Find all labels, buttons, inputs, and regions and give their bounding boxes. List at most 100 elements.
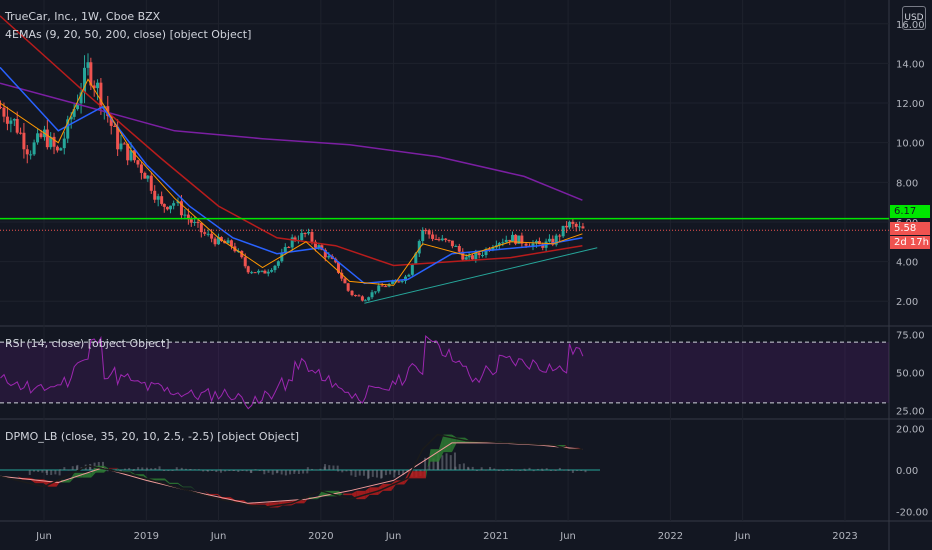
candle-body: [534, 241, 538, 244]
dpmo-histogram-bar: [453, 452, 456, 470]
candle-body: [126, 143, 130, 161]
candle-body: [189, 219, 193, 223]
candle-body: [89, 62, 93, 86]
dpmo-cloud-segment: [121, 471, 131, 473]
candle-body: [407, 274, 411, 277]
candle-body: [434, 238, 438, 240]
dpmo-histogram-bar: [233, 469, 236, 471]
dpmo-histogram-bar: [584, 470, 587, 473]
dpmo-cloud-segment: [117, 467, 122, 473]
candle-body: [370, 292, 374, 298]
candle-body: [55, 146, 59, 151]
dpmo-histogram-bar: [115, 469, 118, 471]
candle-body: [62, 138, 66, 149]
rsi-indicator-label[interactable]: RSI (14, close) [object Object]: [5, 337, 170, 350]
candle-body: [571, 221, 575, 224]
dpmo-histogram-bar: [454, 466, 457, 470]
candle-body: [52, 136, 56, 147]
dpmo-histogram-bar: [337, 470, 340, 472]
candle-body: [172, 203, 176, 206]
support-trendline: [364, 247, 598, 304]
dpmo-cloud-segment: [343, 493, 352, 496]
currency-button[interactable]: USD: [902, 6, 926, 30]
candle-body: [119, 143, 123, 150]
dpmo-histogram-bar: [519, 470, 522, 471]
dpmo-histogram-bar: [580, 470, 583, 471]
candle-body: [45, 129, 49, 148]
dpmo-histogram-bar: [345, 470, 348, 472]
candle-body: [578, 226, 582, 228]
candle-body: [481, 255, 485, 257]
ema-indicator-label[interactable]: 4EMAs (9, 20, 50, 200, close) [object Ob…: [5, 28, 252, 41]
candle-body: [504, 239, 508, 243]
candle-body: [574, 223, 578, 227]
candle-body: [437, 239, 441, 241]
dpmo-histogram-bar: [297, 470, 300, 474]
candle-body: [340, 272, 344, 279]
dpmo-histogram-bar: [567, 469, 570, 471]
dpmo-indicator-label[interactable]: DPMO_LB (close, 35, 20, 10, 2.5, -2.5) […: [5, 430, 300, 443]
dpmo-cloud-segment: [248, 503, 257, 505]
dpmo-histogram-bar: [437, 453, 440, 470]
resistance-price-tag: 6.17: [890, 205, 930, 218]
dpmo-histogram-bar: [76, 464, 79, 470]
dpmo-histogram-bar: [197, 469, 200, 471]
dpmo-histogram-bar: [289, 470, 292, 475]
candle-body: [36, 133, 40, 143]
candle-body: [66, 119, 70, 139]
candle-body: [561, 225, 565, 237]
dpmo-histogram-bar: [71, 466, 74, 470]
candle-body: [116, 126, 120, 150]
dpmo-histogram-bar: [389, 470, 392, 475]
dpmo-histogram-bar: [332, 465, 335, 470]
candle-body: [176, 201, 180, 204]
dpmo-cloud-segment: [417, 471, 426, 479]
candle-body: [520, 235, 524, 244]
candle-body: [129, 150, 133, 161]
dpmo-histogram-bar: [449, 455, 452, 470]
candle-body: [565, 225, 569, 228]
candle-body: [377, 285, 381, 292]
candle-body: [467, 255, 471, 258]
dpmo-histogram-bar: [41, 470, 44, 473]
candle-body: [554, 235, 558, 245]
candle-body: [391, 281, 395, 284]
dpmo-histogram-bar: [171, 470, 174, 471]
symbol-title: TrueCar, Inc., 1W, Cboe BZX: [5, 10, 161, 23]
dpmo-histogram-bar: [106, 470, 109, 472]
candle-body: [491, 247, 495, 251]
candle-body: [427, 230, 431, 235]
candle-body: [336, 262, 340, 273]
dpmo-histogram-bar: [367, 470, 370, 478]
rsi-axis-label: 75.00: [896, 331, 925, 342]
candle-body: [0, 107, 2, 109]
dpmo-histogram-bar: [502, 470, 505, 471]
dpmo-histogram-bar: [506, 469, 509, 471]
candle-body: [253, 272, 257, 274]
rsi-axis-label: 50.00: [896, 369, 925, 380]
dpmo-cloud-segment: [156, 478, 165, 481]
dpmo-histogram-bar: [354, 470, 357, 477]
dpmo-histogram-bar: [132, 468, 135, 470]
dpmo-histogram-bar: [432, 458, 435, 470]
price-axis-label: 4.00: [896, 258, 918, 269]
dpmo-histogram-bar: [462, 463, 465, 470]
dpmo-histogram-bar: [119, 470, 122, 472]
dpmo-histogram-bar: [141, 467, 144, 470]
dpmo-histogram-bar: [276, 470, 279, 473]
dpmo-cloud-segment: [304, 497, 310, 504]
dpmo-histogram-bar: [263, 470, 266, 475]
candle-body: [276, 261, 280, 266]
candle-body: [350, 290, 354, 296]
dpmo-histogram-bar: [193, 469, 196, 471]
dpmo-histogram-bar: [541, 468, 544, 470]
dpmo-cloud-segment: [164, 478, 170, 485]
candle-body: [83, 67, 87, 93]
dpmo-histogram-bar: [324, 464, 327, 470]
candle-body: [417, 241, 421, 254]
candle-body: [444, 238, 448, 240]
candle-body: [243, 257, 247, 267]
dpmo-cloud-segment: [438, 434, 444, 462]
candle-body: [136, 160, 140, 165]
